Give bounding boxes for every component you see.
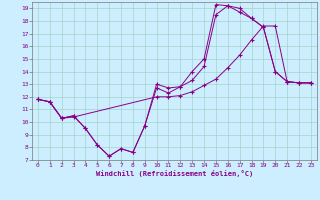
X-axis label: Windchill (Refroidissement éolien,°C): Windchill (Refroidissement éolien,°C) bbox=[96, 170, 253, 177]
